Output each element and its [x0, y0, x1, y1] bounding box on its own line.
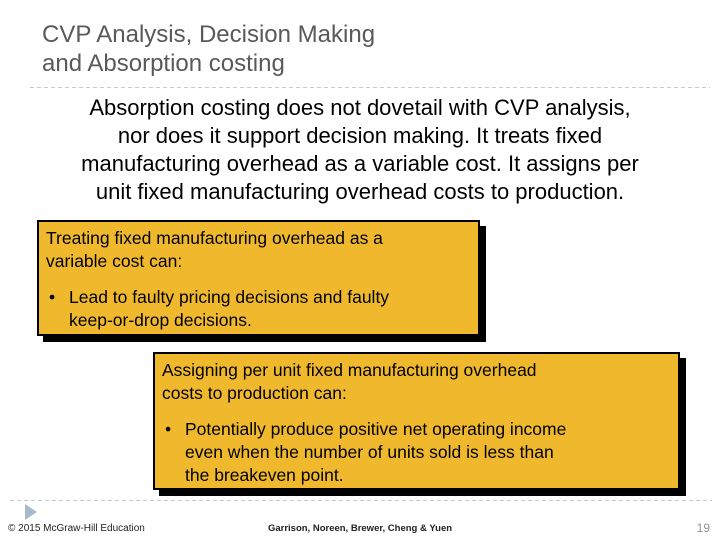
bullet-icon: •: [49, 287, 56, 307]
callout-bullet-item: • Potentially produce positive net opera…: [162, 418, 671, 487]
intro-paragraph: Absorption costing does not dovetail wit…: [81, 95, 639, 204]
callout-box-variable-cost: Treating fixed manufacturing overhead as…: [37, 220, 480, 336]
page-number: 19: [696, 521, 710, 535]
bullet-text: Potentially produce positive net operati…: [185, 419, 567, 485]
page-title: CVP Analysis, Decision Making and Absorp…: [42, 21, 376, 77]
title-divider: [30, 87, 710, 88]
callout-heading: Assigning per unit fixed manufacturing o…: [162, 360, 537, 403]
callout-box-per-unit-overhead: Assigning per unit fixed manufacturing o…: [153, 352, 680, 490]
bullet-icon: •: [165, 419, 172, 439]
footer-divider: [10, 500, 712, 501]
callout-heading: Treating fixed manufacturing overhead as…: [46, 228, 383, 271]
footer-copyright: © 2015 McGraw-Hill Education: [8, 523, 145, 534]
bullet-text: Lead to faulty pricing decisions and fau…: [69, 287, 390, 330]
footer-authors: Garrison, Noreen, Brewer, Cheng & Yuen: [267, 523, 453, 534]
next-arrow-icon: [25, 504, 37, 520]
callout-bullet-item: • Lead to faulty pricing decisions and f…: [46, 286, 471, 332]
